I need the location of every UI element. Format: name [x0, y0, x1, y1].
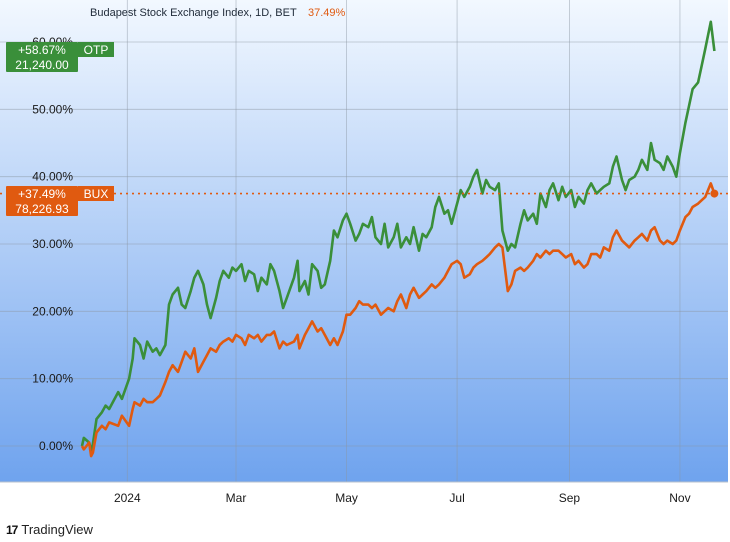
chart-title: Budapest Stock Exchange Index, 1D, BET	[90, 7, 297, 19]
series-change-label-otp: +58.67%	[18, 43, 66, 57]
plot-background	[0, 0, 728, 482]
series-price-label-bux: 78,226.93	[15, 202, 69, 216]
header-value: 37.49%	[308, 7, 346, 19]
x-tick-label: Mar	[226, 491, 247, 505]
series-line-bux	[80, 182, 716, 458]
series-tag-bux: +37.49%78,226.93 BUX	[6, 186, 114, 216]
y-tick-label: 30.00%	[32, 237, 73, 251]
series-name-label-otp: OTP	[84, 43, 109, 57]
series-line-otp	[80, 20, 716, 453]
x-tick-label: Sep	[559, 491, 581, 505]
y-tick-label: 40.00%	[32, 170, 73, 184]
bux-last-point	[710, 189, 719, 198]
x-tick-label: 2024	[114, 491, 141, 505]
tradingview-brand[interactable]: 17 TradingView	[6, 522, 93, 537]
series-tag-otp: +58.67%21,240.00 OTP	[6, 42, 114, 72]
series-name-box-bux	[78, 186, 114, 201]
series-lines	[0, 20, 728, 458]
tradingview-logo-icon: 17	[6, 522, 18, 537]
x-tick-label: May	[335, 491, 358, 505]
series-change-label-bux: +37.49%	[18, 187, 66, 201]
series-tag-box-bux	[6, 186, 78, 216]
series-tag-box-otp	[6, 42, 78, 72]
series-price-label-otp: 21,240.00	[15, 58, 69, 72]
x-tick-label: Nov	[669, 491, 690, 505]
series-name-box-otp	[78, 42, 114, 57]
series-labels: +58.67%21,240.00 OTP +37.49%78,226.93 BUX	[6, 42, 114, 216]
x-tick-label: Jul	[449, 491, 464, 505]
x-axis-background	[0, 482, 728, 514]
grid-lines	[0, 0, 728, 482]
y-tick-label: 20.00%	[32, 304, 73, 318]
brand-text: TradingView	[21, 522, 93, 537]
y-tick-label: 0.00%	[39, 439, 73, 453]
x-axis-ticks: 2024 Mar May Jul Sep Nov	[114, 491, 691, 505]
series-name-label-bux: BUX	[84, 187, 109, 201]
y-tick-label: 10.00%	[32, 372, 73, 386]
y-tick-label: 50.00%	[32, 102, 73, 116]
